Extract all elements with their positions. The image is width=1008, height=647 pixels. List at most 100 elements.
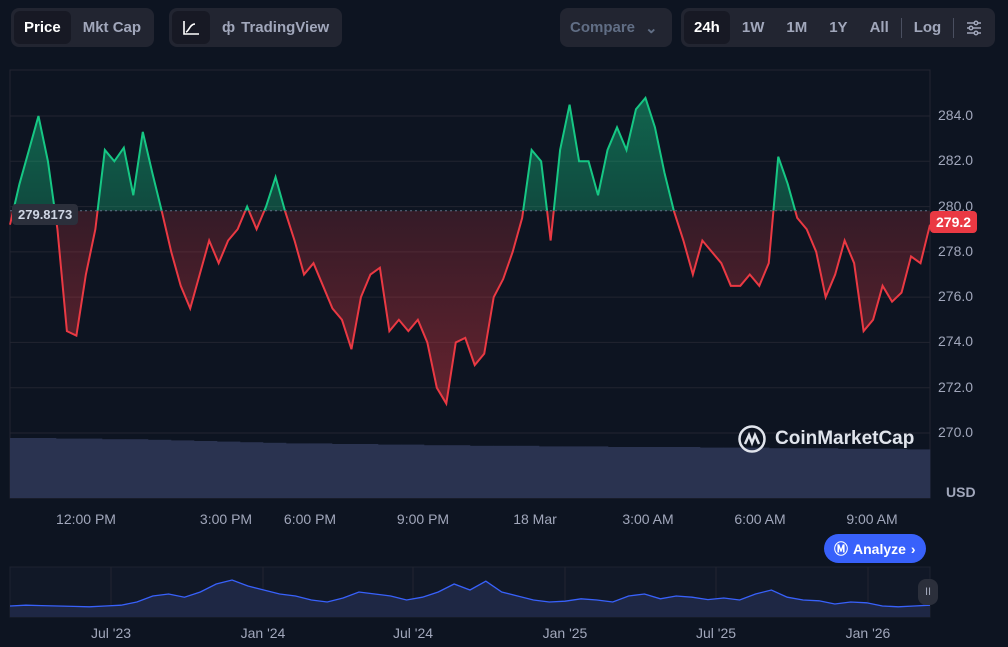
current-price-badge: 279.2 (930, 211, 978, 233)
chevron-down-icon: ⌄ (645, 19, 658, 37)
x-tick-label: 3:00 PM (199, 511, 253, 527)
watermark-text: CoinMarketCap (775, 428, 915, 449)
volume-bar (447, 445, 471, 498)
volume-bar (56, 438, 80, 498)
volume-bar (654, 447, 678, 498)
volume-bar (677, 447, 701, 498)
price-area-up (10, 97, 930, 211)
y-tick-label: 278.0 (938, 242, 974, 259)
tradingview-label: TradingView (241, 19, 330, 36)
line-chart-icon (183, 20, 199, 35)
volume-bar (838, 448, 862, 498)
y-tick-label: 282.0 (938, 152, 974, 169)
volume-bar (10, 438, 34, 498)
y-tick-label: 276.0 (938, 288, 974, 305)
y-tick-label: 270.0 (938, 424, 974, 440)
volume-bar (723, 447, 747, 498)
volume-bar (309, 443, 333, 498)
range-selector: 24h 1W 1M 1Y All Log (681, 8, 996, 47)
volume-bar (148, 439, 172, 498)
price-area-down (10, 210, 930, 404)
price-line-up (12, 95, 797, 211)
navigator-handle[interactable]: II (918, 579, 938, 605)
volume-bar (401, 444, 425, 498)
chart-type-toggle: ф TradingView (169, 8, 343, 47)
navigator-tick-label: Jul '25 (695, 625, 737, 641)
sliders-icon (967, 19, 982, 36)
volume-bar (516, 445, 540, 498)
range-1y[interactable]: 1Y (829, 19, 848, 36)
volume-bar (286, 443, 310, 498)
analyze-label: Analyze (853, 540, 906, 557)
x-tick-label: 3:00 AM (622, 511, 674, 527)
y-tick-label: 272.0 (938, 378, 974, 395)
mktcap-tab[interactable]: Mkt Cap (82, 19, 142, 36)
volume-bar (539, 446, 563, 498)
metric-toggle: Price Mkt Cap (11, 8, 155, 47)
volume-bar (585, 446, 609, 498)
volume-bar (217, 441, 241, 498)
volume-bar (240, 442, 264, 498)
divider (900, 17, 902, 38)
volume-bar (33, 438, 57, 498)
y-tick-label: 280.0 (938, 197, 974, 214)
x-tick-label: 6:00 PM (283, 511, 337, 527)
volume-bar (631, 447, 655, 498)
volume-bar (792, 448, 816, 498)
volume-bar (171, 440, 195, 498)
coinmarketcap-watermark: CoinMarketCap (737, 424, 914, 454)
volume-bar (125, 439, 149, 498)
volume-bar (332, 444, 356, 498)
analyze-button[interactable]: Ⓜ Analyze › (824, 534, 926, 563)
navigator-tick-label: Jan '26 (845, 625, 891, 641)
volume-bar (769, 448, 793, 498)
volume-bar (470, 445, 494, 498)
line-chart-button[interactable] (172, 11, 210, 44)
volume-bar (884, 448, 908, 498)
volume-bar (700, 447, 724, 498)
volume-bar (424, 445, 448, 498)
candlestick-icon: ф (222, 19, 236, 36)
compare-label: Compare (570, 19, 636, 36)
range-all[interactable]: All (869, 19, 889, 36)
volume-bar (562, 446, 586, 498)
reference-price-badge: 279.8173 (12, 204, 79, 225)
navigator-tick-label: Jan '25 (542, 625, 588, 641)
volume-bar (102, 439, 126, 498)
settings-button[interactable] (956, 11, 992, 44)
navigator-line (9, 579, 931, 608)
price-line-down (9, 210, 931, 407)
divider (953, 17, 955, 38)
volume-bar (194, 441, 218, 498)
volume-bar (263, 442, 287, 498)
log-toggle[interactable]: Log (913, 19, 942, 36)
x-tick-label: 9:00 PM (396, 511, 450, 527)
navigator-tick-label: Jan '24 (240, 625, 286, 641)
compare-dropdown[interactable]: Compare ⌄ (560, 8, 672, 47)
x-tick-label: 18 Mar (513, 511, 557, 527)
x-tick-label: 12:00 PM (56, 511, 116, 527)
price-tab[interactable]: Price (14, 11, 71, 44)
volume-bar (746, 447, 770, 498)
currency-label: USD (946, 484, 976, 500)
range-1m[interactable]: 1M (786, 19, 808, 36)
volume-bar (378, 444, 402, 498)
y-tick-label: 274.0 (938, 333, 974, 350)
x-tick-label: 6:00 AM (734, 511, 786, 527)
range-24h[interactable]: 24h (684, 11, 730, 44)
navigator-tick-label: Jul '24 (392, 625, 434, 641)
coinmarketcap-logo-icon (738, 425, 766, 453)
range-1w[interactable]: 1W (741, 19, 765, 36)
volume-bar (608, 447, 632, 498)
volume-bar (815, 448, 839, 498)
tradingview-button[interactable]: ф TradingView (212, 11, 339, 44)
navigator-tick-label: Jul '23 (90, 625, 132, 641)
volume-bar (493, 445, 517, 498)
volume-bar (79, 438, 103, 498)
chevron-right-icon: › (910, 540, 916, 557)
volume-bar (861, 448, 885, 498)
volume-bar (907, 449, 931, 498)
x-tick-label: 9:00 AM (846, 511, 898, 527)
volume-bar (355, 444, 379, 498)
